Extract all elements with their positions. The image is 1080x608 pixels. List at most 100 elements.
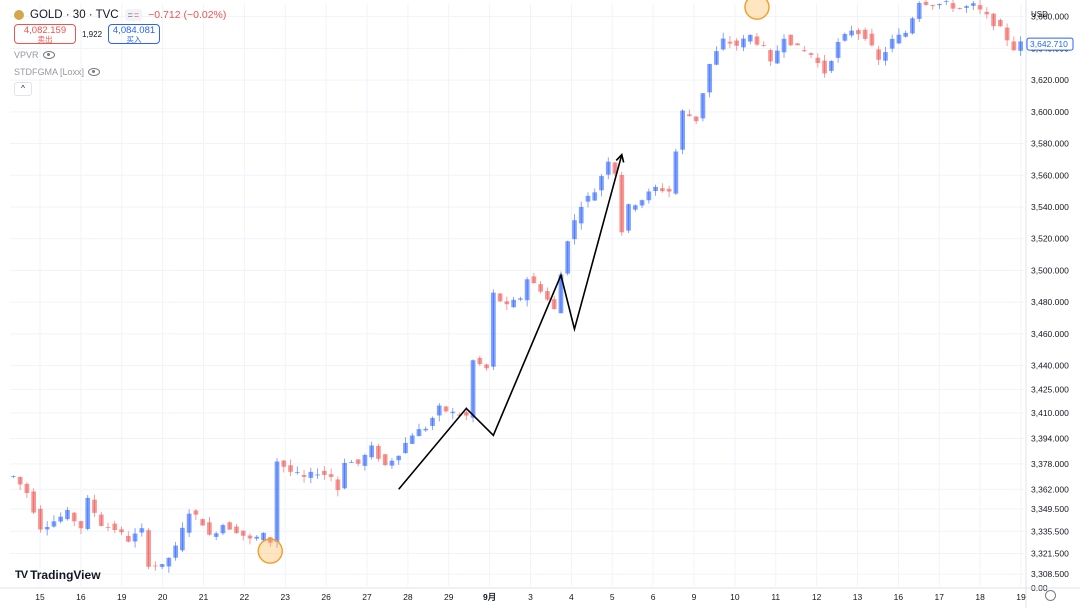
gear-icon[interactable]: [1045, 590, 1056, 601]
candle-body: [504, 301, 510, 305]
candle-body: [267, 537, 273, 543]
highlight-circle[interactable]: [257, 538, 284, 564]
candle: [538, 281, 544, 294]
candle-body: [788, 34, 794, 46]
candle-body: [139, 528, 145, 533]
eye-icon[interactable]: [42, 51, 55, 59]
candle-body: [497, 293, 503, 302]
candle-body: [889, 38, 895, 49]
candle: [234, 523, 239, 534]
candle: [227, 521, 233, 530]
candle: [687, 109, 692, 117]
candle: [599, 174, 604, 197]
price-label: 3,480.000: [1031, 297, 1069, 307]
price-label: 3,580.000: [1031, 139, 1069, 149]
candle: [693, 116, 699, 124]
candle: [551, 296, 557, 310]
candle-body: [463, 412, 469, 416]
candle: [916, 1, 922, 23]
candle-body: [761, 45, 767, 47]
candle-body: [970, 3, 976, 6]
candle-body: [828, 60, 834, 71]
indicator-label: STDFGMA [Loxx]: [14, 67, 85, 77]
candle-body: [687, 114, 692, 117]
candle: [152, 561, 158, 571]
candle: [44, 521, 50, 536]
sell-button[interactable]: 4,082.159 卖出: [14, 24, 76, 44]
price-label: 3,620.000: [1031, 75, 1069, 85]
candle-body: [585, 195, 591, 202]
time-axis-labels[interactable]: 15 16 19 20 21 22 23 26 27 28 29 9月 3 4 5 6 9 10 11 12 13 16 1…: [35, 592, 1026, 602]
candle-body: [220, 525, 226, 534]
candle: [923, 0, 929, 7]
candle-body: [943, 1, 949, 2]
candle: [815, 53, 821, 68]
candle: [132, 528, 138, 548]
time-label: 29: [444, 592, 454, 602]
zigzag-drawing[interactable]: [398, 154, 623, 490]
symbol-header[interactable]: GOLD · 30 · TVC = = −0.712 (−0.02%): [14, 8, 226, 22]
candle-body: [862, 29, 868, 39]
candle: [281, 459, 287, 473]
candle: [416, 423, 422, 437]
tradingview-logo[interactable]: TV TradingView: [15, 568, 101, 582]
candle: [578, 201, 584, 230]
candle: [490, 289, 496, 371]
candle: [11, 475, 16, 479]
candle-body: [754, 36, 760, 45]
buy-price: 4,084.081: [112, 25, 156, 36]
highlight-circle[interactable]: [744, 0, 770, 20]
candle: [862, 27, 868, 41]
candle-body: [376, 445, 381, 459]
candle: [288, 459, 293, 477]
candle: [92, 494, 97, 518]
candle-body: [950, 3, 956, 9]
buy-button[interactable]: 4,084.081 买入: [108, 24, 161, 44]
candle: [247, 533, 253, 545]
candle: [24, 482, 30, 498]
candle-body: [477, 357, 483, 365]
price-axis-labels[interactable]: 3,660.0003,640.0003,620.0003,600.0003,58…: [1026, 12, 1074, 593]
candle-body: [112, 523, 118, 531]
candle-body: [916, 2, 922, 19]
indicator-stdfgma[interactable]: STDFGMA [Loxx]: [14, 66, 226, 78]
candle-body: [808, 53, 814, 55]
candle-body: [659, 188, 665, 192]
candle-body: [342, 462, 347, 489]
candle-body: [822, 60, 827, 74]
candle: [835, 38, 841, 63]
candle: [950, 0, 956, 12]
candle: [146, 528, 151, 570]
candle-body: [119, 529, 124, 533]
candle: [511, 297, 516, 308]
candle: [626, 203, 631, 233]
candle: [396, 455, 402, 465]
eye-icon[interactable]: [88, 68, 101, 76]
candle-body: [626, 204, 631, 231]
symbol-title[interactable]: GOLD · 30 · TVC: [30, 9, 119, 21]
candle: [105, 522, 111, 532]
equals-toggle[interactable]: = =: [124, 9, 143, 21]
candle: [200, 518, 206, 526]
candle-body: [1011, 41, 1017, 51]
candle: [315, 468, 320, 479]
candle-body: [639, 200, 645, 206]
collapse-legend-button[interactable]: ^: [14, 82, 32, 96]
candle-body: [423, 428, 429, 431]
quote-row: 4,082.159 卖出 1,922 4,084.081 买入: [14, 24, 226, 44]
drawing-layer[interactable]: [257, 0, 770, 564]
time-label: 18: [975, 592, 985, 602]
time-label: 6: [651, 592, 656, 602]
indicator-vpvr[interactable]: VPVR: [14, 49, 226, 61]
candle: [673, 148, 679, 196]
candle: [112, 520, 118, 534]
candle: [788, 34, 794, 47]
grid-lines: [10, 4, 1024, 586]
candle-body: [801, 50, 807, 52]
currency-label[interactable]: USD: [1031, 10, 1048, 19]
time-label: 19: [117, 592, 127, 602]
time-label: 26: [321, 592, 331, 602]
time-label: 19: [1016, 592, 1026, 602]
